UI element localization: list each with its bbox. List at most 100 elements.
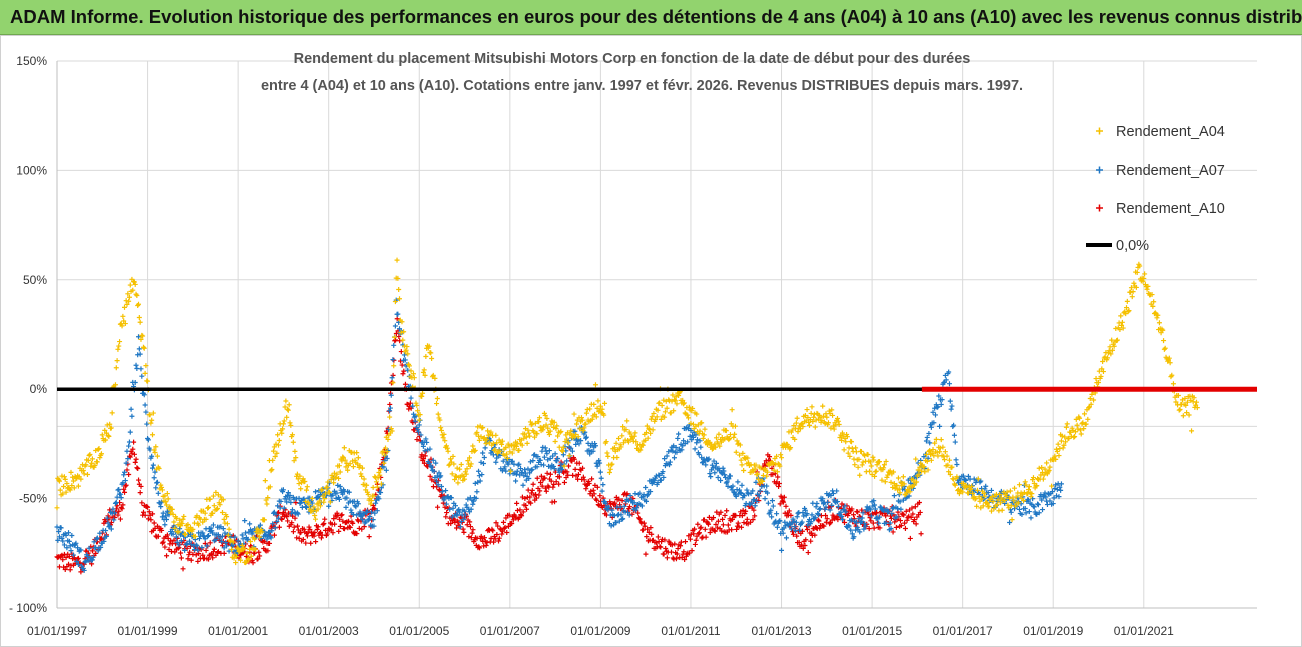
data-point xyxy=(117,491,123,497)
data-point xyxy=(448,520,454,526)
data-point xyxy=(56,528,62,534)
data-point xyxy=(576,441,582,447)
data-point xyxy=(213,552,219,558)
data-point xyxy=(692,446,698,452)
x-tick-label: 01/01/2021 xyxy=(1114,624,1174,638)
data-point xyxy=(556,469,562,475)
data-point xyxy=(842,503,848,509)
data-point xyxy=(280,421,286,427)
data-point xyxy=(224,543,230,549)
data-point xyxy=(838,509,844,515)
data-point xyxy=(564,458,570,464)
data-point xyxy=(835,504,841,510)
data-point xyxy=(790,531,796,537)
data-point xyxy=(470,527,476,533)
data-point xyxy=(123,460,129,466)
data-point xyxy=(594,497,600,503)
data-point xyxy=(470,501,476,507)
data-point xyxy=(804,407,810,413)
data-point xyxy=(162,544,168,550)
data-point xyxy=(904,517,910,523)
data-point xyxy=(392,323,398,329)
data-point xyxy=(275,442,281,448)
data-point xyxy=(454,512,460,518)
data-point xyxy=(144,504,150,510)
data-point xyxy=(998,488,1004,494)
data-point xyxy=(661,551,667,557)
data-point xyxy=(462,508,468,514)
data-point xyxy=(383,453,389,459)
data-point xyxy=(424,439,430,445)
data-point xyxy=(130,287,136,293)
data-point xyxy=(849,439,855,445)
data-point xyxy=(210,555,216,561)
data-point xyxy=(483,542,489,548)
data-point xyxy=(335,482,341,488)
data-point xyxy=(1058,438,1064,444)
data-point xyxy=(297,473,303,479)
data-point xyxy=(824,516,830,522)
data-point xyxy=(769,514,775,520)
data-point xyxy=(283,398,289,404)
data-point xyxy=(822,506,828,512)
data-point xyxy=(937,449,943,455)
data-point xyxy=(1078,431,1084,437)
data-point xyxy=(514,507,520,513)
data-point xyxy=(528,500,534,506)
data-point xyxy=(841,519,847,525)
data-point xyxy=(245,556,251,562)
data-point xyxy=(147,412,153,418)
data-point xyxy=(596,458,602,464)
legend-label: Rendement_A07 xyxy=(1116,163,1225,179)
data-point xyxy=(92,462,98,468)
data-point xyxy=(275,432,281,438)
data-point xyxy=(429,477,435,483)
data-point xyxy=(112,382,118,388)
data-point xyxy=(845,522,851,528)
series-rendement_a07 xyxy=(54,297,1064,573)
data-point xyxy=(852,462,858,468)
legend-marker xyxy=(1096,204,1103,212)
data-point xyxy=(303,504,309,510)
data-point xyxy=(906,493,912,499)
data-point xyxy=(618,512,624,518)
data-point xyxy=(396,334,402,340)
data-point xyxy=(1057,484,1063,490)
data-point xyxy=(262,478,268,484)
data-point xyxy=(265,548,271,554)
data-point xyxy=(271,448,277,454)
data-point xyxy=(663,546,669,552)
data-point xyxy=(816,506,822,512)
data-point xyxy=(444,510,450,516)
data-point xyxy=(211,546,217,552)
data-point xyxy=(720,465,726,471)
data-point xyxy=(457,509,463,515)
data-point xyxy=(913,456,919,462)
data-point xyxy=(107,523,113,529)
data-point xyxy=(696,451,702,457)
data-point xyxy=(687,433,693,439)
data-point xyxy=(764,483,770,489)
y-tick-label: 0% xyxy=(30,382,48,396)
data-point xyxy=(855,509,861,515)
data-point xyxy=(860,510,866,516)
data-point xyxy=(1161,338,1167,344)
data-point xyxy=(583,410,589,416)
data-point xyxy=(713,460,719,466)
data-point xyxy=(124,467,130,473)
data-point xyxy=(291,458,297,464)
data-point xyxy=(1131,280,1137,286)
data-point xyxy=(796,539,802,545)
data-point xyxy=(885,509,891,515)
data-point xyxy=(983,483,989,489)
data-point xyxy=(353,504,359,510)
data-point xyxy=(269,466,275,472)
data-point xyxy=(280,487,286,493)
data-point xyxy=(272,525,278,531)
data-point xyxy=(576,460,582,466)
data-point xyxy=(394,257,400,263)
data-point xyxy=(390,372,396,378)
data-point xyxy=(270,457,276,463)
data-point xyxy=(104,515,110,521)
data-point xyxy=(1019,512,1025,518)
